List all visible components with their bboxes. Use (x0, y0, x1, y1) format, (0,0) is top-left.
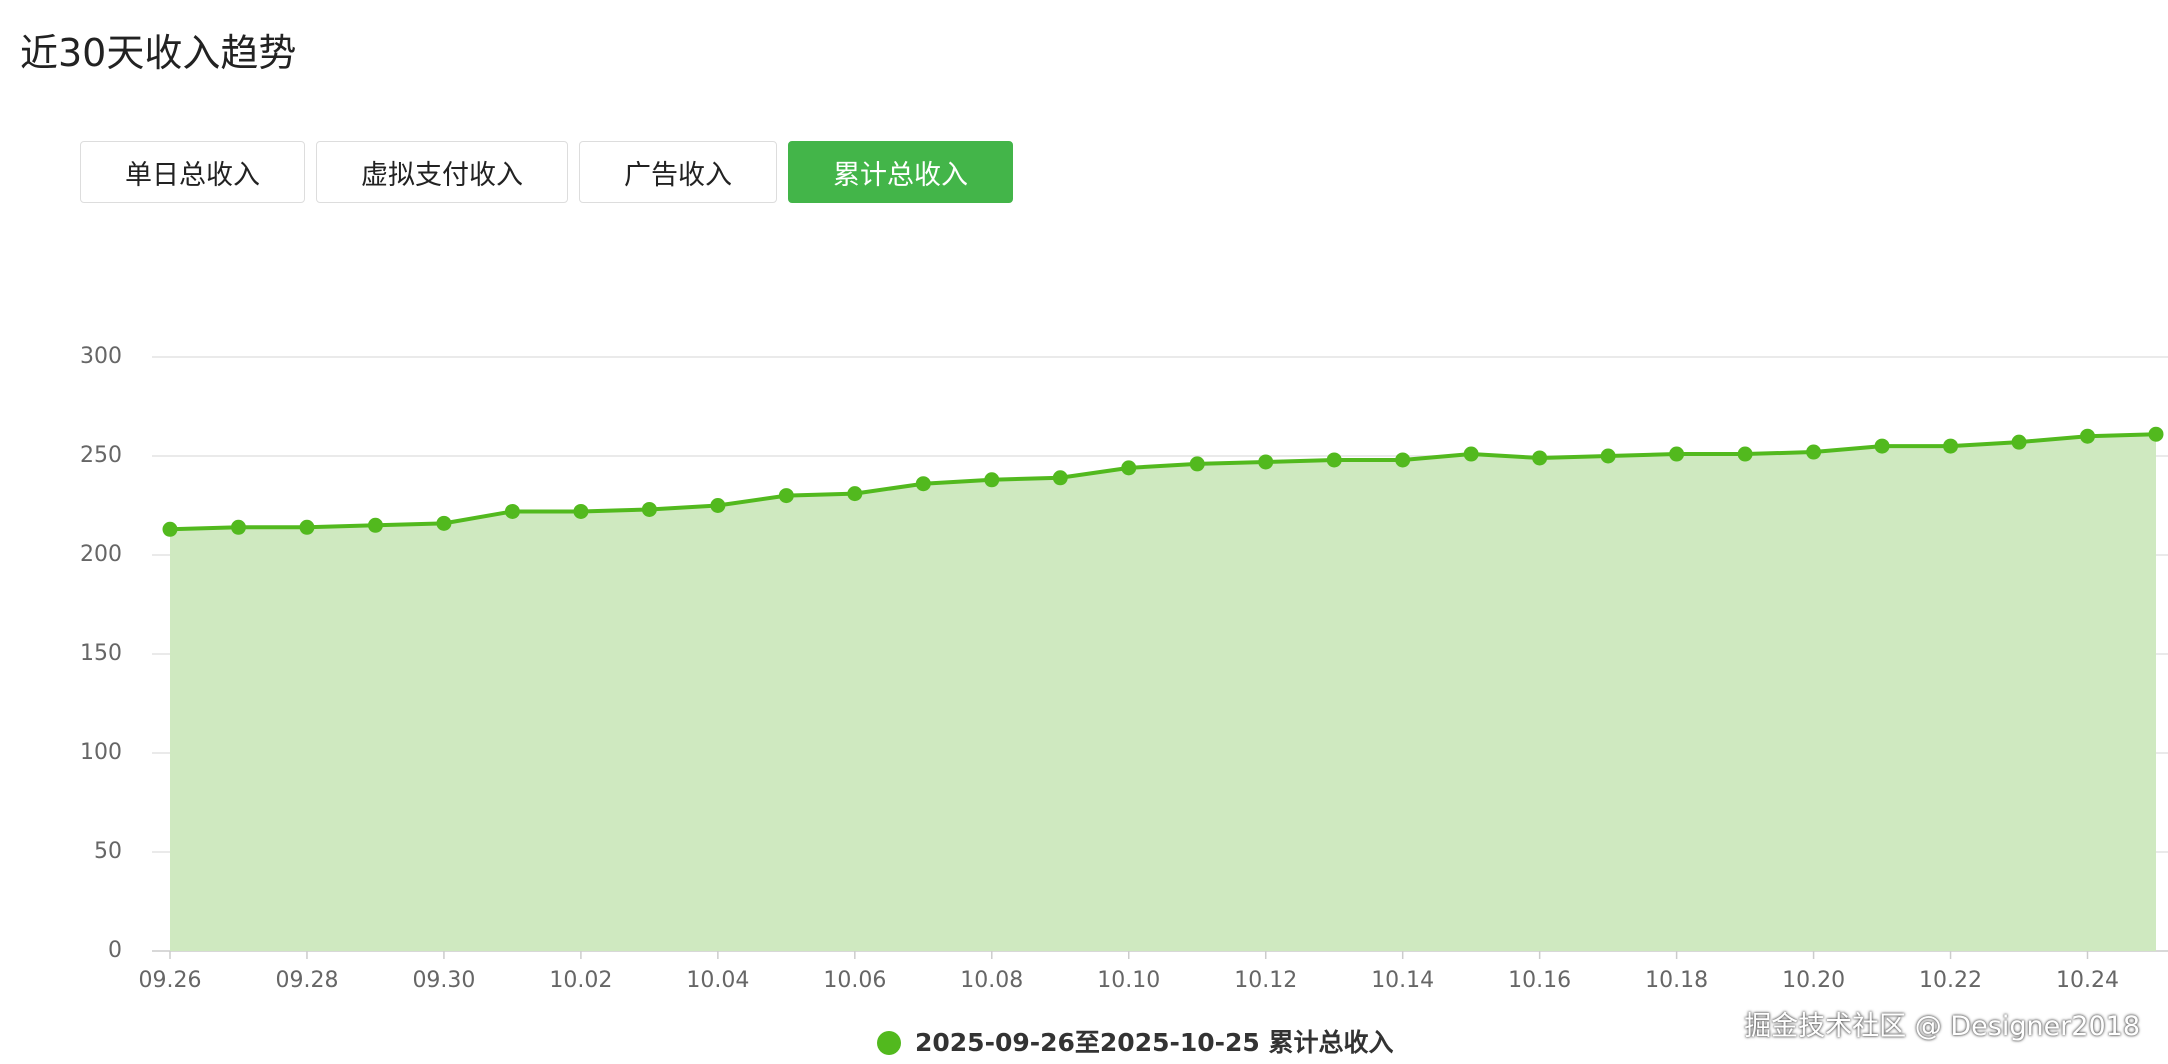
data-point (1052, 470, 1068, 486)
x-tick-label: 10.08 (960, 968, 1023, 993)
data-point (641, 501, 657, 517)
data-point (162, 521, 178, 537)
x-tick-label: 10.06 (823, 968, 886, 993)
x-tick-label: 10.04 (686, 968, 749, 993)
x-tick-label: 09.30 (412, 968, 475, 993)
data-point (1737, 446, 1753, 462)
data-point (915, 476, 931, 492)
legend-marker (877, 1031, 901, 1055)
data-point (1121, 460, 1137, 476)
x-tick-label: 10.22 (1919, 968, 1982, 993)
x-tick-label: 09.26 (139, 968, 202, 993)
data-point (1874, 438, 1890, 454)
area-fill (170, 434, 2156, 952)
data-point (2080, 428, 2096, 444)
data-point (1943, 438, 1959, 454)
y-tick-label: 300 (80, 344, 122, 369)
data-point (367, 517, 383, 533)
data-point (2148, 426, 2164, 442)
data-point (1189, 456, 1205, 472)
data-point (984, 472, 1000, 488)
page-title: 近30天收入趋势 (20, 31, 297, 75)
data-point (2011, 434, 2027, 450)
x-tick-label: 10.14 (1371, 968, 1434, 993)
y-tick-label: 250 (80, 443, 122, 468)
x-tick-label: 10.02 (549, 968, 612, 993)
x-tick-label: 09.28 (275, 968, 338, 993)
tab-button[interactable]: 单日总收入 (80, 141, 305, 203)
data-point (504, 503, 520, 519)
tab-button[interactable]: 虚拟支付收入 (316, 141, 568, 203)
x-tick-label: 10.20 (1782, 968, 1845, 993)
tab-bar: 单日总收入 虚拟支付收入 广告收入 累计总收入 (80, 141, 1013, 203)
legend-label: 2025-09-26至2025-10-25 累计总收入 (915, 1028, 1394, 1057)
data-point (230, 519, 246, 535)
data-point (436, 515, 452, 531)
data-point (847, 486, 863, 502)
data-point (299, 519, 315, 535)
y-tick-label: 100 (80, 740, 122, 765)
tab-button[interactable]: 广告收入 (579, 141, 777, 203)
data-point (1463, 446, 1479, 462)
line (169, 432, 2157, 532)
data-point (1326, 452, 1342, 468)
data-point (1669, 446, 1685, 462)
data-point (1600, 448, 1616, 464)
y-tick-label: 50 (94, 839, 122, 864)
x-tick-label: 10.16 (1508, 968, 1571, 993)
y-tick-label: 0 (108, 938, 122, 963)
data-point (778, 488, 794, 504)
data-point (710, 498, 726, 513)
x-tick-label: 10.10 (1097, 968, 1160, 993)
x-tick-label: 10.12 (1234, 968, 1297, 993)
y-tick-label: 200 (80, 542, 122, 567)
data-point (1395, 452, 1411, 468)
x-tick-label: 10.18 (1645, 968, 1708, 993)
data-point (1806, 444, 1822, 460)
data-point (1532, 450, 1548, 466)
y-tick-label: 150 (80, 641, 122, 666)
tab-button[interactable]: 累计总收入 (788, 141, 1013, 203)
data-point (573, 503, 589, 519)
watermark: 掘金技术社区 @ Designer2018 (1744, 1011, 2140, 1042)
data-point (1258, 454, 1274, 470)
x-tick-label: 10.24 (2056, 968, 2119, 993)
